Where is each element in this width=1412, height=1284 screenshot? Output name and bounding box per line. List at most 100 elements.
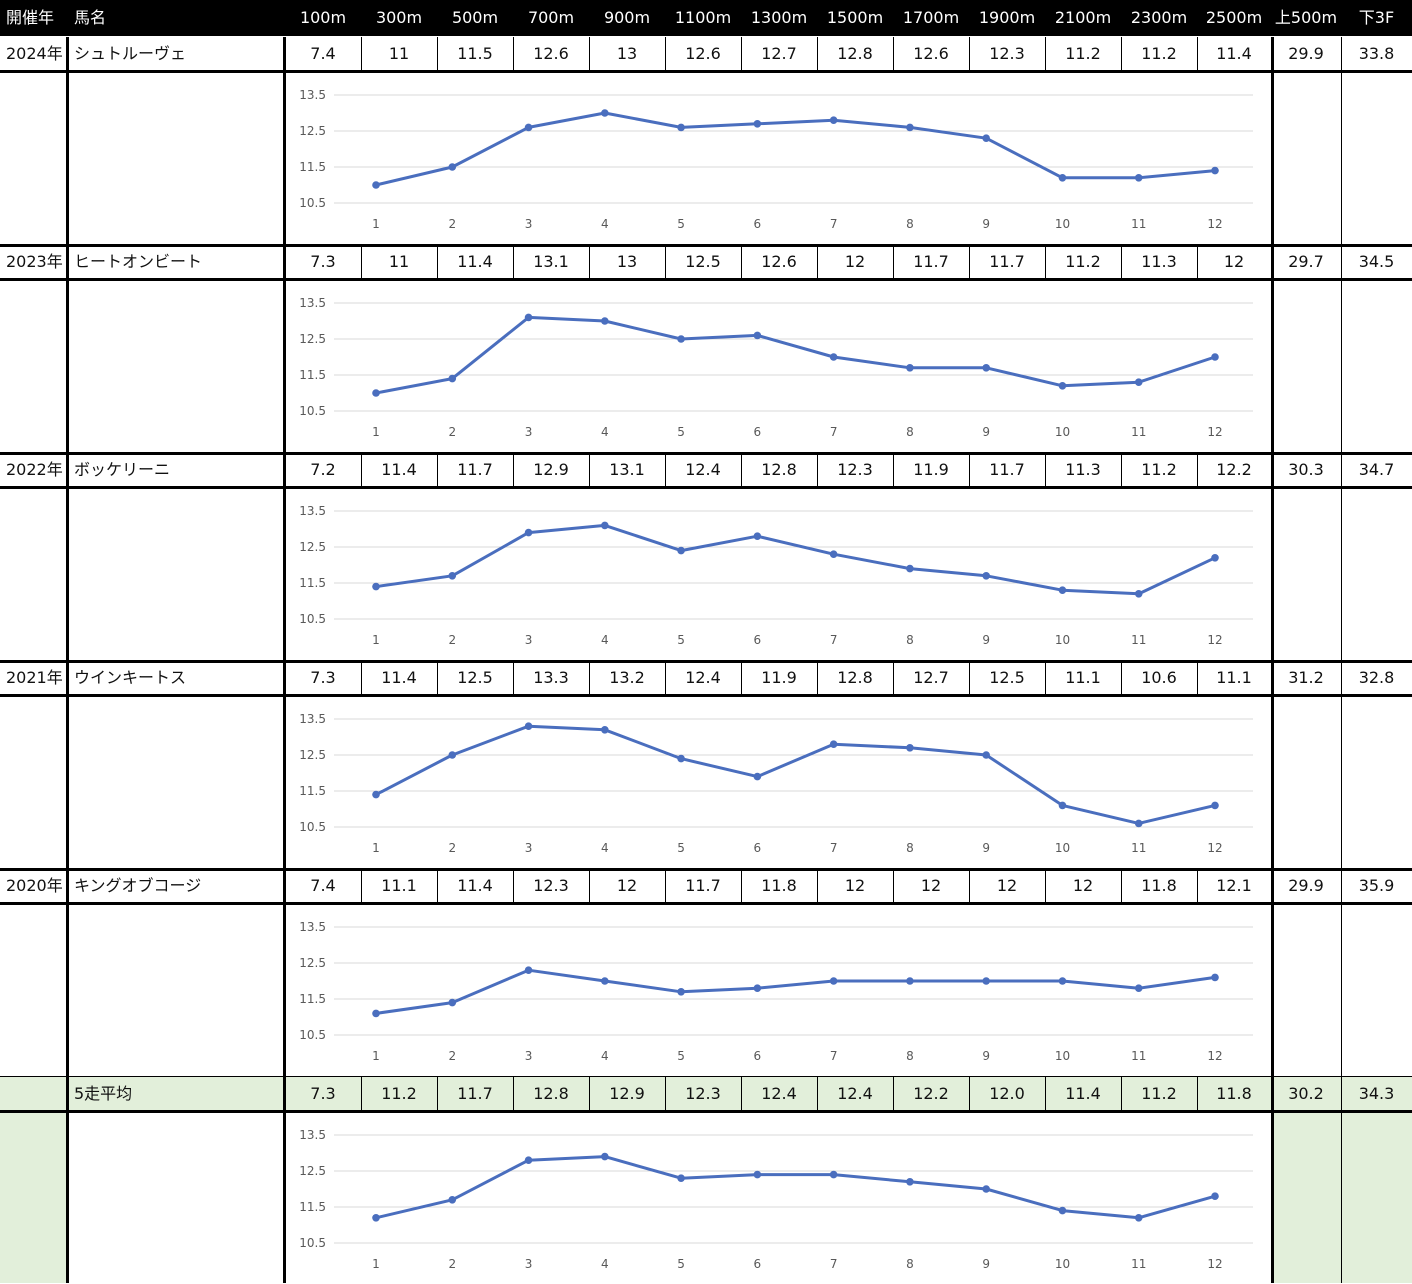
lap-chart: 13.512.511.510.51 2 3 4 5 6 7 8 9 10 11 12 [286, 905, 1271, 1076]
data-point [1134, 590, 1143, 598]
year-cell [0, 1077, 68, 1110]
lap-time-cell: 12.6 [533, 44, 569, 63]
year-cell: 2023年 [6, 252, 63, 271]
lap-time-cell: 11.7 [913, 252, 949, 271]
data-point [906, 1178, 914, 1186]
lap-chart: 13.512.511.510.51 2 3 4 5 6 7 8 9 10 11 12 [286, 1113, 1271, 1284]
cell-separator [361, 1077, 362, 1110]
lap-time-cell: 12.8 [761, 460, 797, 479]
lap-time-cell: 12.5 [989, 668, 1025, 687]
lap-time-cell: 12.6 [913, 44, 949, 63]
data-point [524, 313, 533, 322]
x-tick-label: 1 [372, 425, 380, 439]
data-point [601, 109, 609, 117]
lap-time-cell: 11.2 [1141, 44, 1177, 63]
cell-separator [513, 869, 514, 902]
data-point [1058, 1206, 1067, 1215]
data-point [1211, 353, 1219, 361]
last3f-cell: 34.7 [1358, 460, 1395, 479]
cell-separator [817, 37, 818, 70]
data-point [372, 582, 380, 591]
x-tick-label: 8 [906, 1049, 914, 1063]
data-point [677, 546, 685, 555]
cell-separator [1045, 245, 1046, 278]
cell-separator [741, 245, 742, 278]
lap-time-cell: 7.2 [310, 460, 336, 479]
series-line [375, 315, 1216, 395]
lap-time-cell: 12.8 [837, 668, 873, 687]
cell-separator [437, 869, 438, 902]
data-point [677, 123, 685, 132]
cell-separator [969, 245, 970, 278]
data-point [372, 790, 380, 799]
cell-separator [1121, 869, 1122, 902]
x-tick-label: 9 [982, 217, 990, 231]
lap-time-cell: 11.9 [761, 668, 797, 687]
data-point [677, 754, 685, 763]
data-point [372, 1009, 380, 1018]
cell-separator [1121, 37, 1122, 70]
cell-separator [741, 869, 742, 902]
lap-time-cell: 7.3 [310, 1084, 336, 1103]
cell-separator [1121, 453, 1122, 486]
header-row: 開催年 馬名 100m 300m 500m 700m 900m 1100m 1300m 1500m… [0, 0, 1412, 36]
last3f-cell: 34.5 [1358, 252, 1395, 271]
x-tick-label: 10 [1055, 841, 1070, 855]
cell-separator [589, 37, 590, 70]
x-tick-label: 12 [1207, 1257, 1222, 1271]
x-tick-label: 7 [830, 1049, 838, 1063]
lap-time-cell: 12.4 [685, 668, 721, 687]
lap-time-cell: 12.2 [913, 1084, 949, 1103]
x-tick-label: 11 [1131, 633, 1146, 647]
x-tick-label: 8 [906, 425, 914, 439]
cell-separator [741, 661, 742, 694]
x-tick-label: 5 [677, 633, 685, 647]
cell-separator [893, 37, 894, 70]
x-tick-label: 8 [906, 1257, 914, 1271]
x-tick-label: 3 [525, 841, 533, 855]
y-tick-label: 13.5 [299, 1128, 326, 1142]
horse-name-cell: ボッケリーニ [74, 460, 171, 479]
y-tick-label: 12.5 [299, 540, 326, 554]
cell-separator [665, 245, 666, 278]
data-point [906, 123, 914, 132]
first500-cell: 29.7 [1288, 252, 1324, 271]
lap-time-cell: 11.3 [1141, 252, 1177, 271]
x-tick-label: 10 [1055, 1257, 1070, 1271]
data-point [982, 751, 990, 759]
cell-separator [969, 1077, 970, 1110]
x-tick-label: 2 [448, 217, 456, 231]
lap-time-cell: 11.4 [1216, 44, 1252, 63]
y-tick-label: 11.5 [299, 160, 326, 174]
lap-time-cell: 11.5 [457, 44, 493, 63]
lap-time-cell: 12 [844, 252, 866, 271]
x-tick-label: 9 [982, 841, 990, 855]
last3f-cell: 34.3 [1358, 1084, 1395, 1103]
x-tick-label: 7 [830, 633, 838, 647]
series-line [375, 968, 1216, 1015]
row-divider [0, 70, 1412, 73]
y-tick-label: 10.5 [299, 404, 326, 418]
y-tick-label: 11.5 [299, 1200, 326, 1214]
data-point [1058, 801, 1067, 810]
data-point [1058, 977, 1067, 985]
cell-separator [513, 37, 514, 70]
cell-separator [1197, 869, 1198, 902]
data-point [1134, 984, 1143, 992]
lap-time-cell: 11.4 [457, 252, 493, 271]
y-tick-label: 12.5 [299, 748, 326, 762]
x-tick-label: 5 [677, 217, 685, 231]
lap-time-cell: 12.3 [533, 876, 569, 895]
data-point [753, 1170, 762, 1179]
x-tick-label: 5 [677, 841, 685, 855]
data-point [1211, 801, 1219, 810]
cell-separator [589, 453, 590, 486]
year-cell: 2021年 [6, 668, 63, 687]
lap-time-cell: 12 [844, 876, 866, 895]
lap-time-cell: 12.6 [685, 44, 721, 63]
header-distance-4: 900m [603, 8, 651, 27]
x-tick-label: 11 [1131, 841, 1146, 855]
first500-cell: 30.2 [1288, 1084, 1324, 1103]
x-tick-label: 6 [754, 425, 762, 439]
lap-time-cell: 11 [388, 44, 410, 63]
